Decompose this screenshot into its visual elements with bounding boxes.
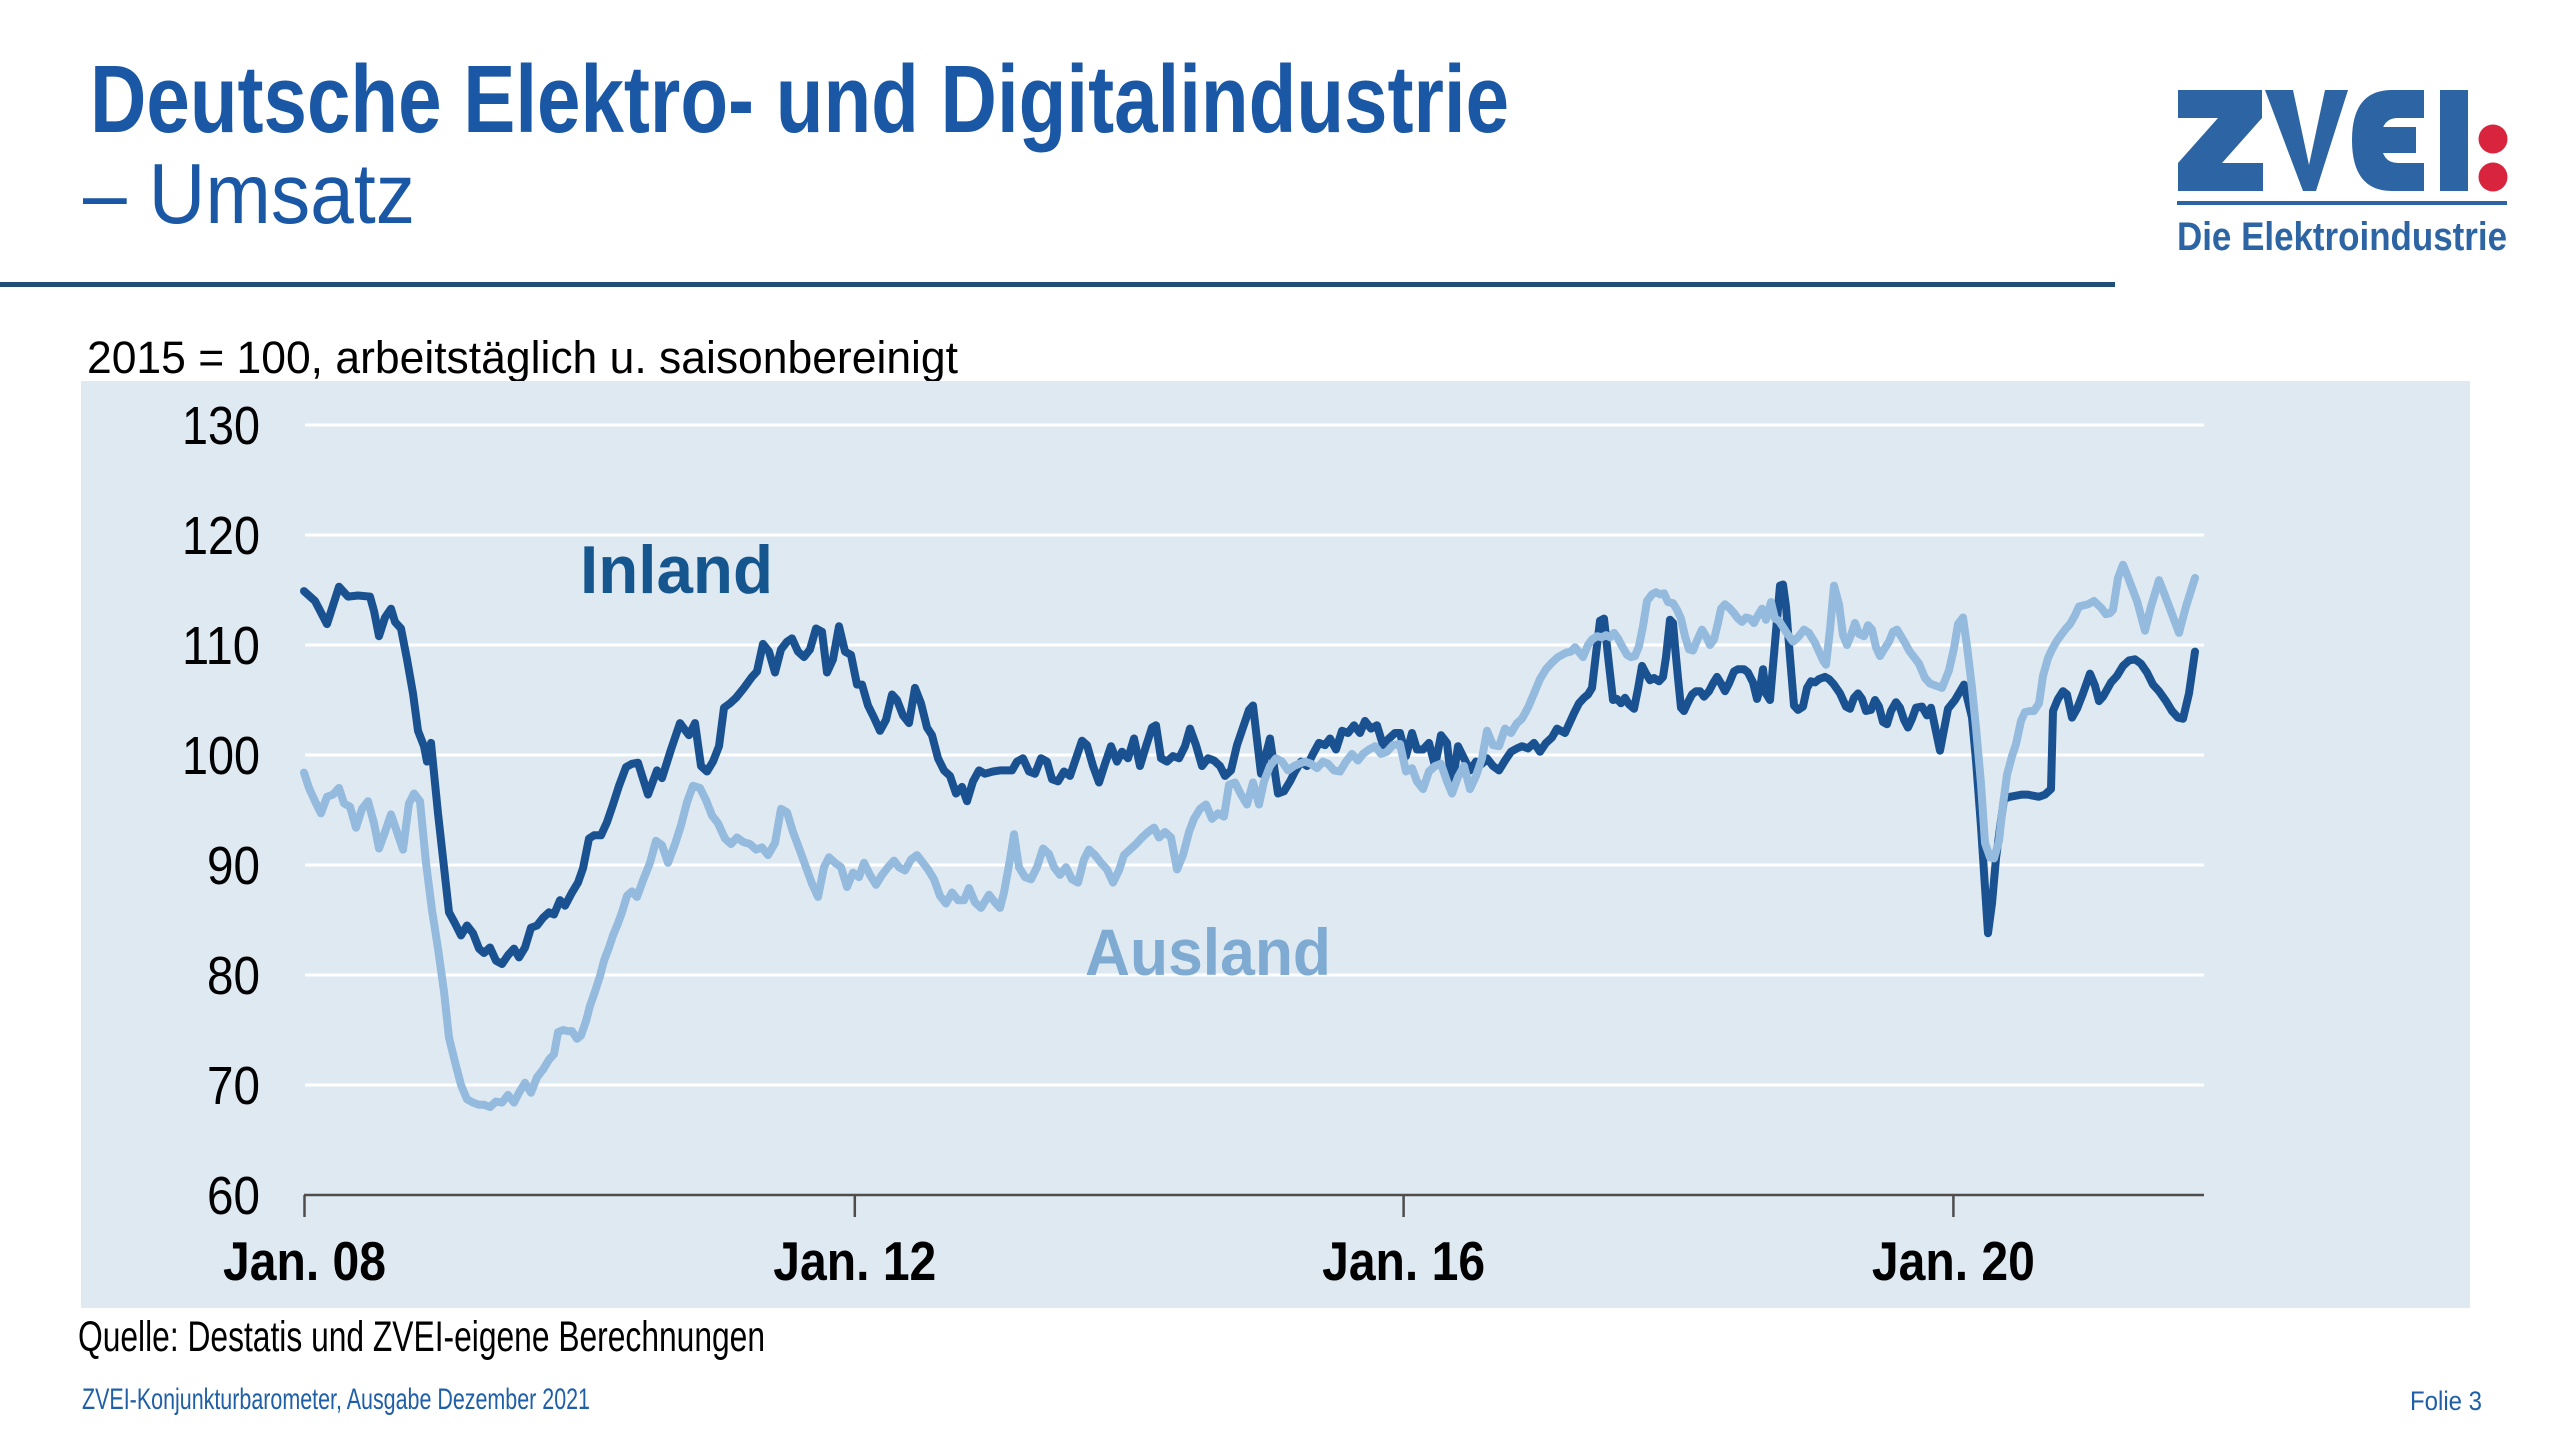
svg-text:90: 90: [207, 836, 260, 896]
svg-text:Jan. 12: Jan. 12: [773, 1230, 936, 1292]
svg-text:2015 = 100, arbeitstäglich u.: 2015 = 100, arbeitstäglich u. saisonbere…: [87, 332, 958, 383]
svg-text:80: 80: [207, 946, 260, 1006]
svg-text:ZVEI-Konjunkturbarometer, Ausg: ZVEI-Konjunkturbarometer, Ausgabe Dezemb…: [82, 1383, 590, 1416]
svg-text:Quelle: Destatis und ZVEI-eige: Quelle: Destatis und ZVEI-eigene Berechn…: [78, 1313, 765, 1361]
svg-text:Deutsche Elektro- und Digitali: Deutsche Elektro- und Digitalindustrie: [90, 46, 1509, 153]
svg-text:Jan. 16: Jan. 16: [1322, 1230, 1485, 1292]
svg-text:100: 100: [182, 726, 260, 786]
svg-text:130: 130: [182, 396, 260, 456]
svg-text:– Umsatz: – Umsatz: [83, 147, 415, 242]
svg-text:Jan. 20: Jan. 20: [1872, 1230, 2035, 1292]
svg-text:110: 110: [182, 616, 260, 676]
svg-text:Inland: Inland: [580, 532, 773, 608]
svg-text:Ausland: Ausland: [1085, 915, 1331, 989]
svg-text:60: 60: [207, 1166, 260, 1226]
svg-text:Folie 3: Folie 3: [2410, 1386, 2482, 1416]
svg-text:Jan. 08: Jan. 08: [223, 1230, 386, 1292]
svg-text:Die Elektroindustrie: Die Elektroindustrie: [2177, 215, 2507, 259]
svg-text:70: 70: [207, 1056, 260, 1116]
svg-text:120: 120: [182, 506, 260, 566]
